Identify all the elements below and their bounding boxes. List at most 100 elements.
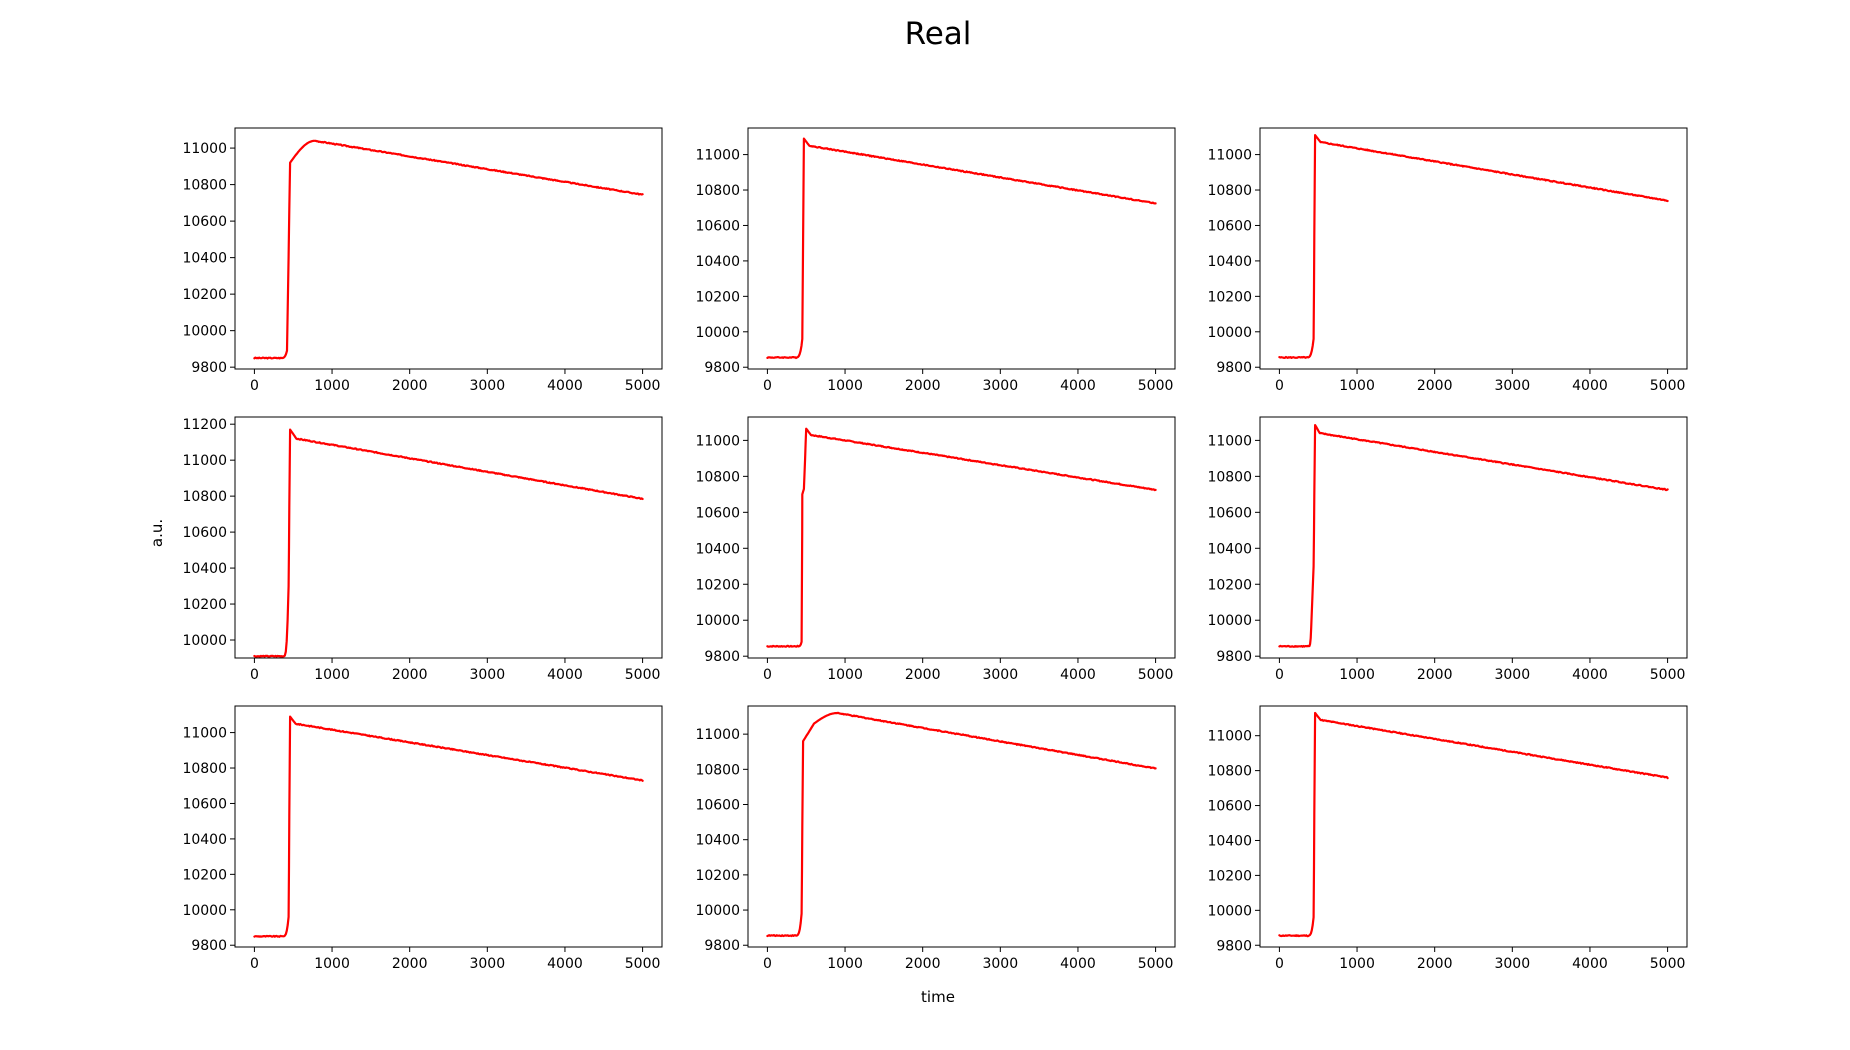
x-tick-label: 4000: [1060, 956, 1096, 972]
subplot-6: 0 1000 2000 3000 4000 5000 9800 10000 10200 10400…: [1207, 416, 1688, 683]
figure-title: Real: [905, 16, 972, 52]
subplot-9: 0 1000 2000 3000 4000 5000 9800 10000 10200 10400…: [1207, 705, 1688, 972]
y-tick-label: 10400: [695, 833, 740, 849]
x-tick-label: 1000: [314, 667, 350, 683]
y-tick-label: 10000: [1207, 325, 1252, 341]
y-tick-label: 10800: [695, 469, 740, 485]
y-tick-label: 10200: [1207, 868, 1252, 884]
y-tick-label: 11000: [695, 433, 740, 449]
axes-frame: [1259, 127, 1688, 370]
y-tick-label: 10800: [1207, 469, 1252, 485]
x-tick-label: 0: [250, 667, 259, 683]
x-tick-label: 0: [1275, 956, 1284, 972]
y-tick-label: 10400: [182, 561, 227, 577]
x-tick-label: 5000: [625, 378, 661, 394]
y-tick-label: 11200: [182, 417, 227, 433]
axes-frame: [234, 127, 663, 370]
x-tick-label: 5000: [1138, 378, 1174, 394]
x-tick-label: 1000: [827, 667, 863, 683]
x-tick-label: 5000: [1650, 956, 1686, 972]
y-tick-label: 10800: [182, 178, 227, 194]
series-line-2: [766, 137, 1157, 360]
x-tick-label: 2000: [392, 956, 428, 972]
y-tick-label: 11000: [182, 726, 227, 742]
y-tick-label: 10000: [695, 903, 740, 919]
y-tick-label: 10600: [182, 796, 227, 812]
y-axis-label: a.u.: [148, 519, 166, 547]
x-tick-label: 3000: [1494, 378, 1530, 394]
x-tick-label: 3000: [469, 956, 505, 972]
y-tick-label: 10600: [182, 525, 227, 541]
x-tick-label: 3000: [982, 378, 1018, 394]
y-tick-label: 10800: [1207, 764, 1252, 780]
y-tick-label: 9800: [1216, 649, 1252, 665]
x-tick-label: 1000: [827, 378, 863, 394]
subplot-3: 0 1000 2000 3000 4000 5000 9800 10000 10200 10400…: [1207, 127, 1688, 394]
y-tick-label: 10400: [695, 541, 740, 557]
x-tick-label: 4000: [1572, 378, 1608, 394]
series-line-4: [253, 428, 644, 658]
x-tick-label: 4000: [1572, 956, 1608, 972]
axes-frame: [747, 416, 1176, 659]
x-axis-label: time: [921, 988, 955, 1006]
y-tick-label: 10400: [1207, 541, 1252, 557]
x-tick-label: 5000: [1650, 667, 1686, 683]
x-tick-label: 1000: [827, 956, 863, 972]
y-tick-label: 10400: [1207, 254, 1252, 270]
subplot-4: 0 1000 2000 3000 4000 5000 10000 10200 10400 1060…: [182, 416, 663, 683]
y-tick-label: 10800: [182, 489, 227, 505]
x-tick-label: 2000: [1417, 378, 1453, 394]
y-tick-label: 10000: [1207, 613, 1252, 629]
y-tick-label: 10600: [182, 214, 227, 230]
y-tick-label: 9800: [1216, 938, 1252, 954]
subplot-7: 0 1000 2000 3000 4000 5000 9800 10000 10200 10400…: [182, 705, 663, 972]
x-tick-label: 3000: [1494, 667, 1530, 683]
x-tick-label: 5000: [1650, 378, 1686, 394]
x-tick-label: 4000: [1572, 667, 1608, 683]
series-line-6: [1278, 424, 1669, 648]
x-tick-label: 5000: [1138, 956, 1174, 972]
axes-frame: [747, 127, 1176, 370]
x-tick-label: 1000: [1339, 667, 1375, 683]
x-tick-label: 0: [763, 956, 772, 972]
y-tick-label: 10800: [695, 762, 740, 778]
series-line-9: [1278, 711, 1669, 938]
y-tick-label: 10200: [695, 577, 740, 593]
y-tick-label: 10600: [695, 218, 740, 234]
axes-frame: [747, 705, 1176, 948]
x-tick-label: 2000: [905, 667, 941, 683]
subplot-2: 0 1000 2000 3000 4000 5000 9800 10000 10200 10400…: [695, 127, 1176, 394]
y-tick-label: 10200: [695, 868, 740, 884]
y-tick-label: 11000: [695, 727, 740, 743]
series-line-3: [1278, 134, 1669, 359]
x-tick-label: 4000: [1060, 667, 1096, 683]
series-line-8: [766, 711, 1157, 938]
y-tick-label: 10200: [182, 597, 227, 613]
axes-frame: [1259, 416, 1688, 659]
x-tick-label: 3000: [1494, 956, 1530, 972]
y-tick-label: 10400: [182, 832, 227, 848]
x-tick-label: 3000: [469, 667, 505, 683]
y-tick-label: 9800: [191, 360, 227, 376]
y-tick-label: 10600: [1207, 799, 1252, 815]
y-tick-label: 10400: [695, 254, 740, 270]
y-tick-label: 10400: [182, 251, 227, 267]
x-tick-label: 1000: [1339, 956, 1375, 972]
x-tick-label: 5000: [625, 956, 661, 972]
series-line-1: [253, 139, 644, 360]
y-tick-label: 10000: [182, 903, 227, 919]
axes-frame: [234, 416, 663, 659]
y-tick-label: 9800: [704, 938, 740, 954]
subplot-8: 0 1000 2000 3000 4000 5000 9800 10000 10200 10400…: [695, 705, 1176, 972]
x-tick-label: 3000: [469, 378, 505, 394]
x-tick-label: 0: [763, 378, 772, 394]
y-tick-label: 10000: [182, 633, 227, 649]
y-tick-label: 10800: [1207, 183, 1252, 199]
x-tick-label: 2000: [1417, 956, 1453, 972]
x-tick-label: 1000: [1339, 378, 1375, 394]
y-tick-label: 11000: [182, 453, 227, 469]
y-tick-label: 11000: [695, 148, 740, 164]
y-tick-label: 10000: [182, 324, 227, 340]
y-tick-label: 11000: [182, 141, 227, 157]
